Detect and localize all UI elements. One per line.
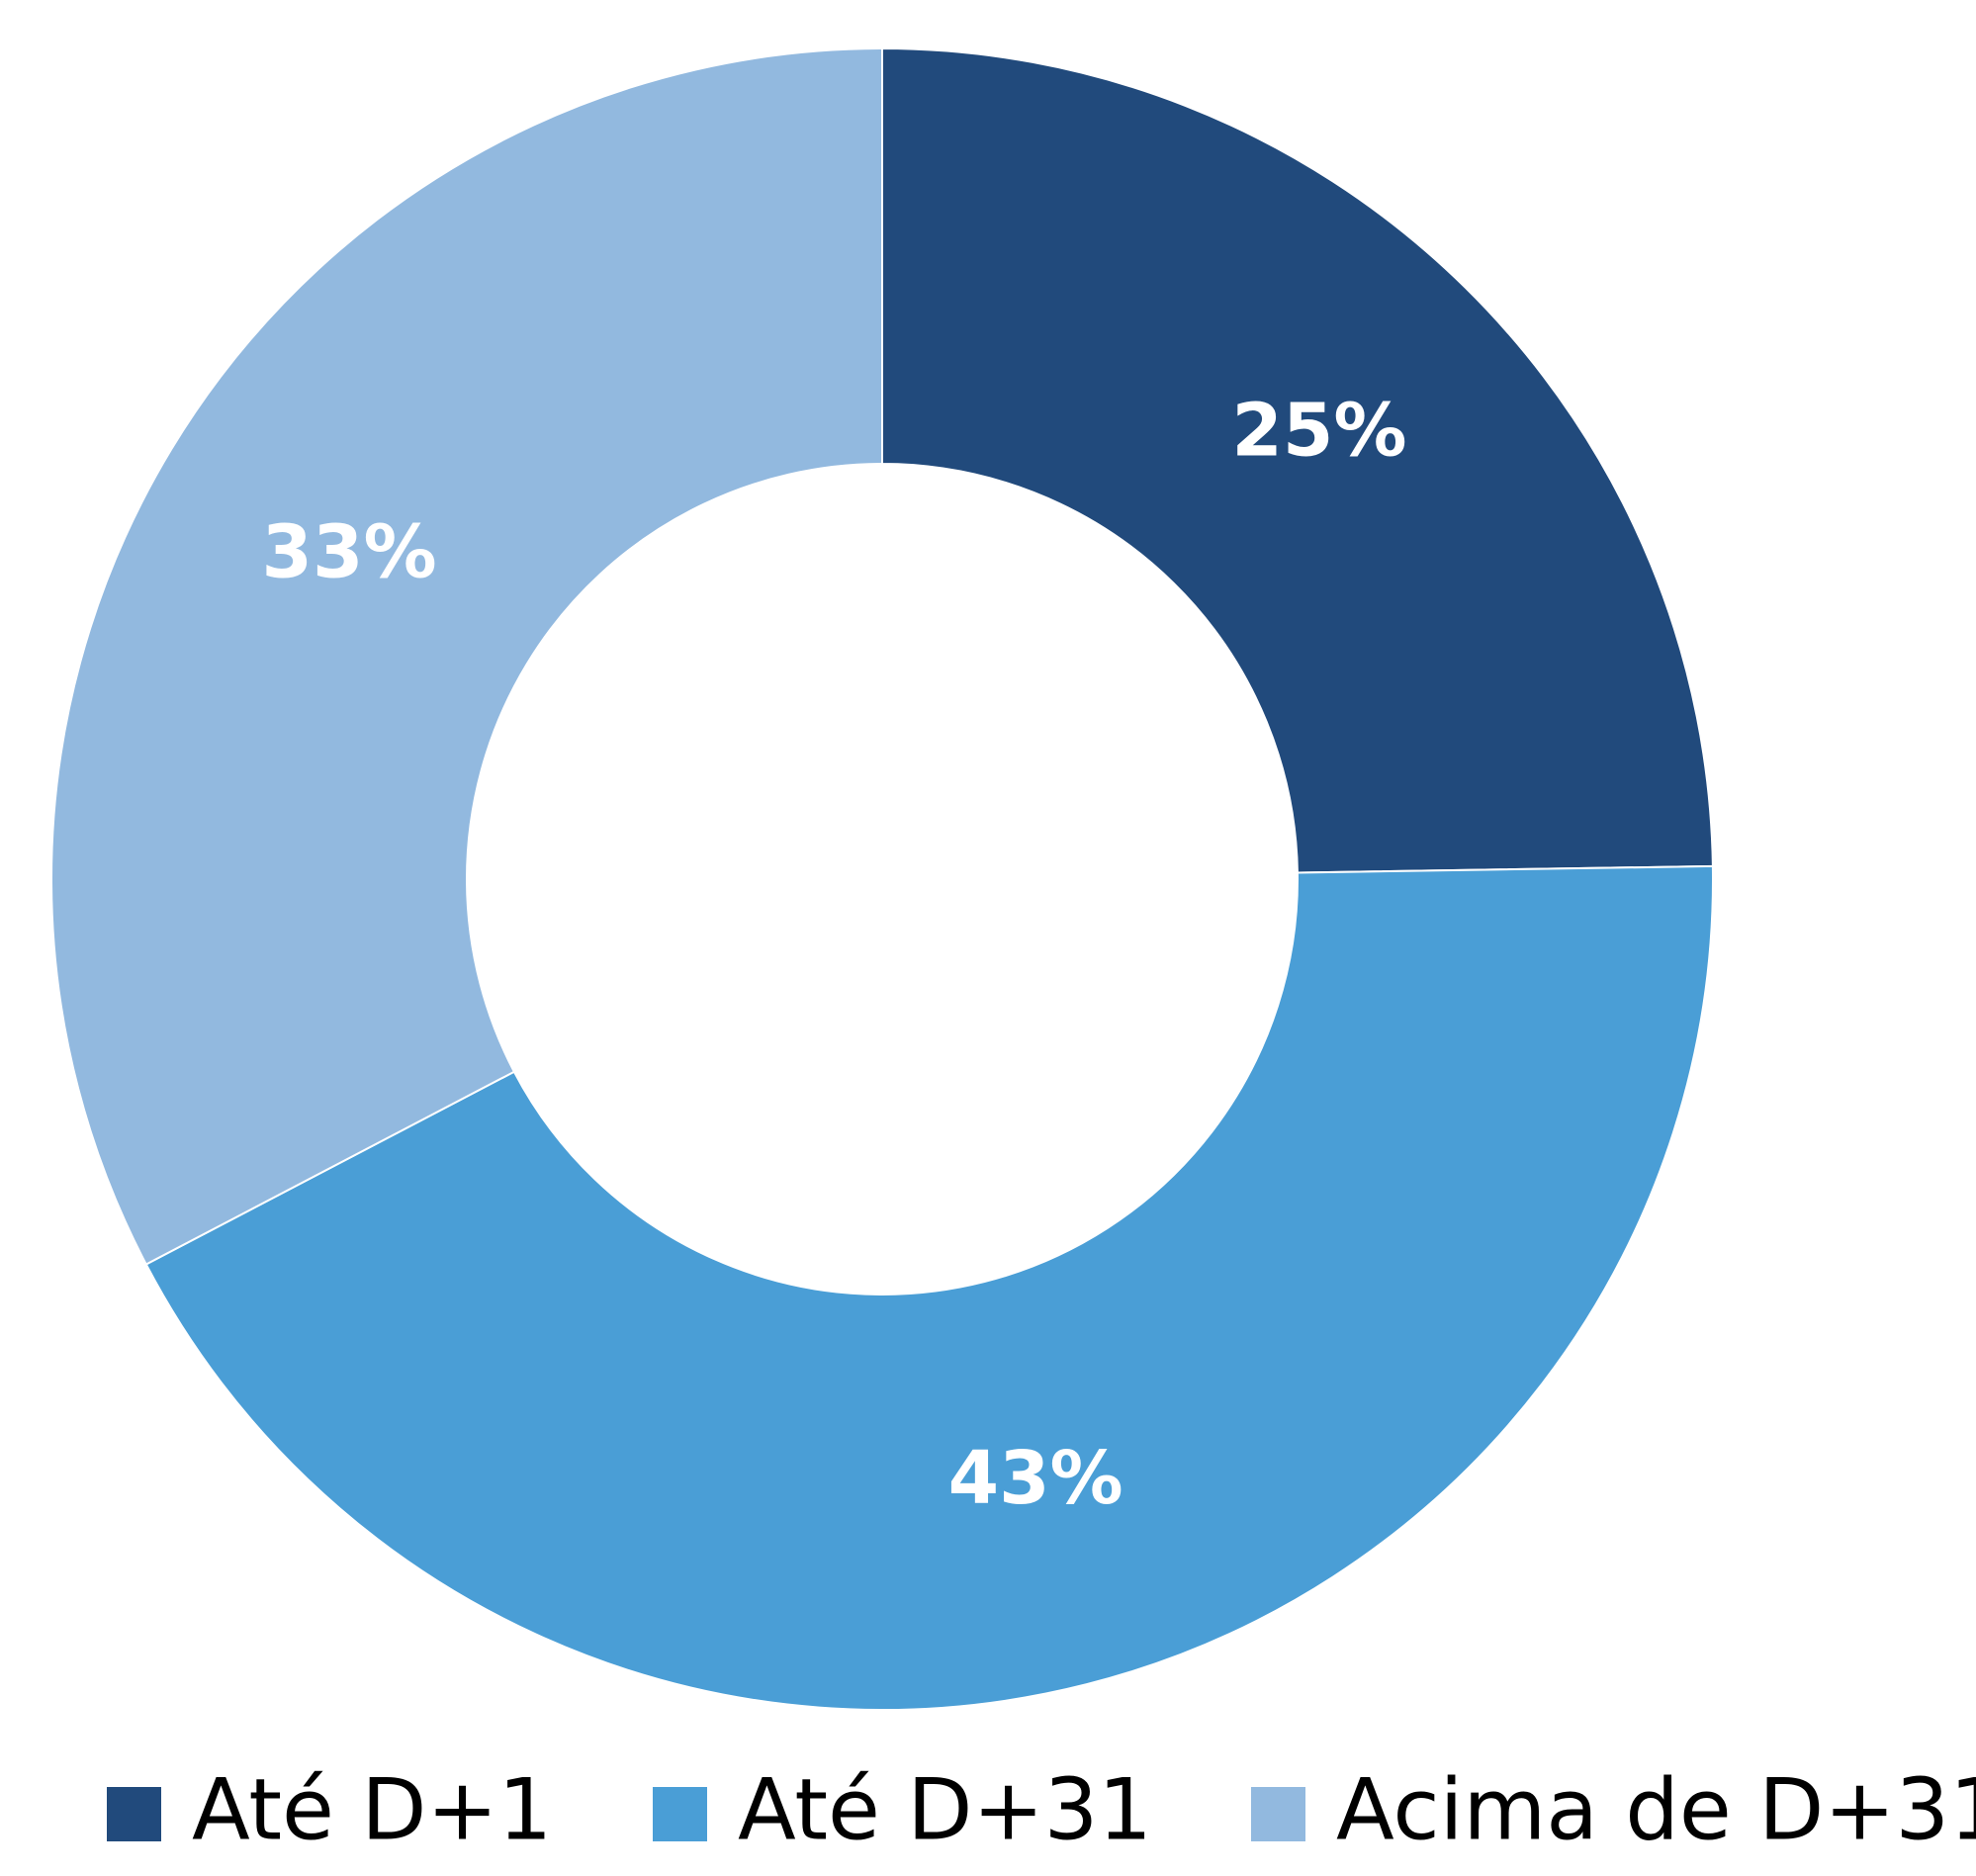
donut-slice: [144, 864, 1714, 1711]
legend-swatch: [107, 1787, 161, 1841]
legend-swatch: [1251, 1787, 1305, 1841]
donut-slice: [50, 46, 883, 1266]
legend-label: Acima de D+31: [1336, 1760, 1976, 1859]
data-label: 43%: [948, 1436, 1123, 1521]
data-label: 33%: [261, 509, 436, 594]
legend-swatch: [653, 1787, 707, 1841]
legend-label: Até D+31: [738, 1760, 1152, 1859]
legend-label: Até D+1: [192, 1760, 552, 1859]
donut-slice: [881, 46, 1714, 874]
data-label: 25%: [1231, 389, 1406, 474]
